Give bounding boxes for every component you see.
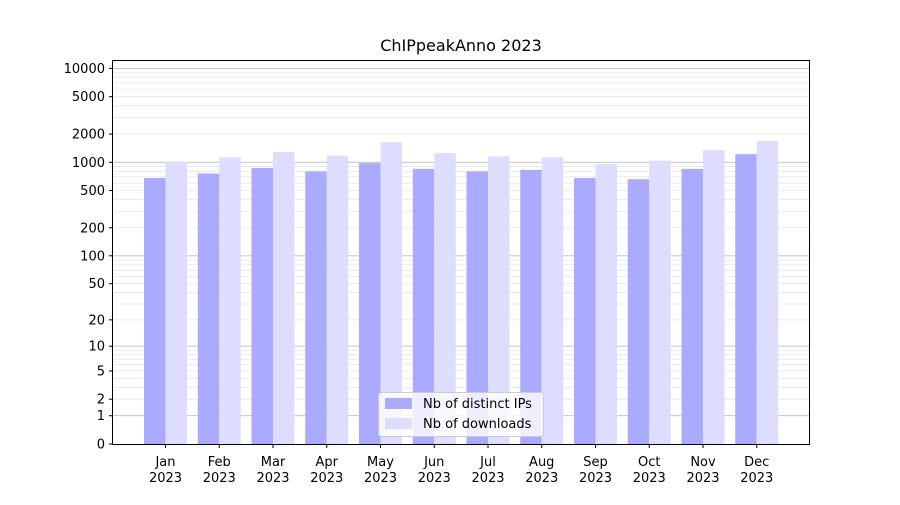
bar-distinct-ips	[305, 171, 327, 444]
bars	[144, 140, 779, 445]
y-tick-label: 0	[97, 438, 105, 453]
x-axis: Jan 2023 Feb 2023 Mar 2023 Apr 2023 May 2023 Jun 20…	[149, 444, 773, 486]
bar-downloads	[541, 157, 564, 444]
x-tick-label: Nov 2023	[686, 455, 719, 486]
y-tick-label: 200	[80, 221, 105, 236]
x-tick-label: Jun 2023	[418, 455, 451, 486]
bar-distinct-ips	[359, 163, 381, 444]
bar-distinct-ips	[251, 167, 273, 444]
bar-downloads	[649, 160, 671, 444]
y-tick-label: 10	[88, 340, 105, 355]
x-tick-label: Feb 2023	[203, 455, 236, 486]
bar-distinct-ips	[574, 177, 596, 444]
x-tick-label: Apr 2023	[310, 455, 343, 486]
x-tick-label: Dec 2023	[740, 455, 773, 486]
bar-distinct-ips	[144, 177, 166, 444]
x-tick-label: Jul 2023	[471, 455, 504, 486]
x-tick-label: May 2023	[364, 455, 397, 486]
x-tick-label: Oct 2023	[633, 455, 666, 486]
bar-distinct-ips	[735, 154, 757, 445]
bar-downloads	[380, 142, 402, 445]
y-tick-label: 100	[80, 249, 105, 264]
bar-downloads	[488, 156, 510, 444]
y-tick-label: 5	[97, 364, 105, 379]
bar-distinct-ips	[412, 168, 435, 444]
y-tick-label: 1	[97, 409, 105, 424]
y-tick-label: 1000	[72, 156, 105, 171]
bar-distinct-ips	[520, 169, 542, 445]
bar-downloads	[595, 163, 617, 444]
legend-label: Nb of distinct IPs	[423, 397, 532, 412]
bar-downloads	[165, 161, 187, 444]
legend-label: Nb of downloads	[423, 417, 532, 432]
y-tick-label: 2	[97, 393, 105, 408]
bar-distinct-ips	[197, 173, 220, 444]
x-tick-label: Mar 2023	[256, 455, 289, 486]
bar-distinct-ips	[627, 179, 650, 444]
legend-swatch	[385, 398, 412, 409]
bar-distinct-ips	[681, 168, 703, 444]
x-tick-label: Jan 2023	[149, 455, 182, 486]
plot-frame	[112, 60, 810, 445]
y-tick-label: 2000	[72, 128, 105, 143]
legend-swatch	[385, 418, 412, 429]
y-tick-label: 20	[88, 313, 105, 328]
bar-distinct-ips	[466, 171, 488, 444]
bar-downloads	[756, 140, 779, 445]
y-tick-label: 500	[80, 184, 105, 199]
y-axis: 0 12 5 10 20 50 100 200 500 1000 2000 5000 10000	[64, 62, 113, 453]
x-tick-label: Aug 2023	[525, 455, 558, 486]
y-tick-label: 10000	[64, 62, 105, 77]
legend-box	[378, 392, 544, 437]
y-tick-label: 5000	[72, 90, 105, 105]
bar-downloads	[219, 157, 241, 444]
bar-downloads	[326, 155, 349, 444]
chart-title: ChIPpeakAnno 2023	[380, 36, 542, 55]
bar-downloads	[703, 150, 725, 444]
legend: Nb of distinct IPs Nb of downloads	[378, 392, 544, 437]
bar-downloads	[273, 151, 295, 445]
x-tick-label: Sep 2023	[579, 455, 612, 486]
bar-downloads	[434, 153, 456, 444]
y-tick-label: 50	[88, 277, 105, 292]
